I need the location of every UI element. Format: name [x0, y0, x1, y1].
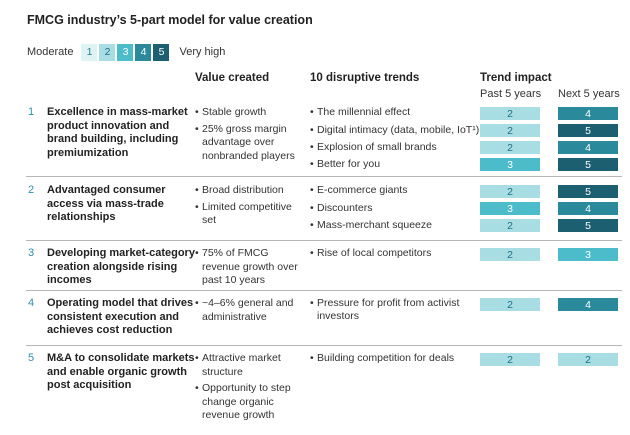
value-created-list: 75% of FMCG revenue growth over past 10 … — [195, 247, 305, 291]
trend-item: Explosion of small brands — [310, 141, 480, 154]
legend-level-4: 4 — [135, 43, 152, 61]
value-item: Stable growth — [195, 106, 305, 120]
impact-next-cell: 2 — [558, 353, 618, 366]
impact-next-cell: 4 — [558, 107, 618, 120]
legend-level-5: 5 — [153, 43, 170, 61]
value-item: Opportunity to step change organic reven… — [195, 382, 305, 423]
model-description: Advantaged consumer access via mass-trad… — [47, 184, 166, 223]
model-description: M&A to consolidate markets and enable or… — [47, 352, 195, 391]
impact-past-cell: 2 — [480, 141, 540, 154]
row-number: 5 — [28, 352, 35, 364]
impact-past-cell: 2 — [480, 298, 540, 311]
impact-past-cell: 3 — [480, 158, 540, 171]
impact-next-cell: 5 — [558, 158, 618, 171]
impact-past-cell: 3 — [480, 202, 540, 215]
row-divider — [26, 240, 622, 241]
row-divider — [26, 290, 622, 291]
value-item: ~4–6% general and administrative — [195, 297, 305, 324]
row-number: 4 — [28, 297, 35, 309]
row-number: 1 — [28, 106, 35, 118]
impact-past-cell: 2 — [480, 248, 540, 261]
value-created-list: Broad distribution Limited competitive se… — [195, 184, 305, 231]
impact-past-cell: 2 — [480, 185, 540, 198]
value-created-list: ~4–6% general and administrative — [195, 297, 305, 327]
row-divider — [26, 345, 622, 346]
impact-past-cell: 2 — [480, 107, 540, 120]
trend-item: The millennial effect — [310, 106, 480, 119]
impact-next-cell: 3 — [558, 248, 618, 261]
value-created-list: Stable growth 25% gross margin advantage … — [195, 106, 305, 166]
legend-level-1: 1 — [81, 43, 98, 61]
row-number: 3 — [28, 247, 35, 259]
impact-next-cell: 5 — [558, 185, 618, 198]
value-item: Attractive market structure — [195, 352, 305, 379]
value-item: Limited competitive set — [195, 201, 305, 228]
row-number: 2 — [28, 184, 35, 196]
impact-past-cell: 2 — [480, 219, 540, 232]
model-description: Excellence in mass-market product innova… — [47, 106, 188, 159]
legend-level-2: 2 — [99, 43, 116, 61]
page-title: FMCG industry’s 5-part model for value c… — [27, 13, 313, 27]
trend-item: Discounters — [310, 202, 480, 215]
model-description: Developing market-category creation alon… — [47, 247, 195, 286]
value-created-list: Attractive market structure Opportunity t… — [195, 352, 305, 426]
trend-item: Mass-merchant squeeze — [310, 219, 480, 232]
trend-item: Digital intimacy (data, mobile, IoT¹) — [310, 124, 480, 137]
trend-item: Pressure for profit from activist invest… — [310, 297, 480, 323]
value-item: 25% gross margin advantage over nonbrand… — [195, 123, 305, 164]
legend-low-label: Moderate — [27, 46, 74, 58]
value-item: Broad distribution — [195, 184, 305, 198]
impact-past-cell: 2 — [480, 124, 540, 137]
impact-next-cell: 4 — [558, 202, 618, 215]
model-description: Operating model that drives consistent e… — [47, 297, 194, 336]
impact-next-cell: 4 — [558, 298, 618, 311]
trend-item: Rise of local competitors — [310, 247, 480, 260]
header-past-5-years: Past 5 years — [480, 88, 542, 100]
impact-legend: Moderate 1 2 3 4 5 Very high — [27, 42, 225, 62]
header-trends: 10 disruptive trends — [310, 72, 420, 84]
trend-item: E-commerce giants — [310, 184, 480, 197]
impact-past-cell: 2 — [480, 353, 540, 366]
trend-item: Building competition for deals — [310, 352, 480, 365]
trend-item: Better for you — [310, 158, 480, 171]
impact-next-cell: 5 — [558, 124, 618, 137]
value-item: 75% of FMCG revenue growth over past 10 … — [195, 247, 305, 288]
header-trend-impact: Trend impact — [480, 72, 552, 84]
row-divider — [26, 176, 622, 177]
header-value-created: Value created — [195, 72, 270, 84]
header-next-5-years: Next 5 years — [558, 88, 620, 100]
impact-next-cell: 5 — [558, 219, 618, 232]
impact-next-cell: 4 — [558, 141, 618, 154]
legend-high-label: Very high — [179, 46, 226, 58]
legend-level-3: 3 — [117, 43, 134, 61]
